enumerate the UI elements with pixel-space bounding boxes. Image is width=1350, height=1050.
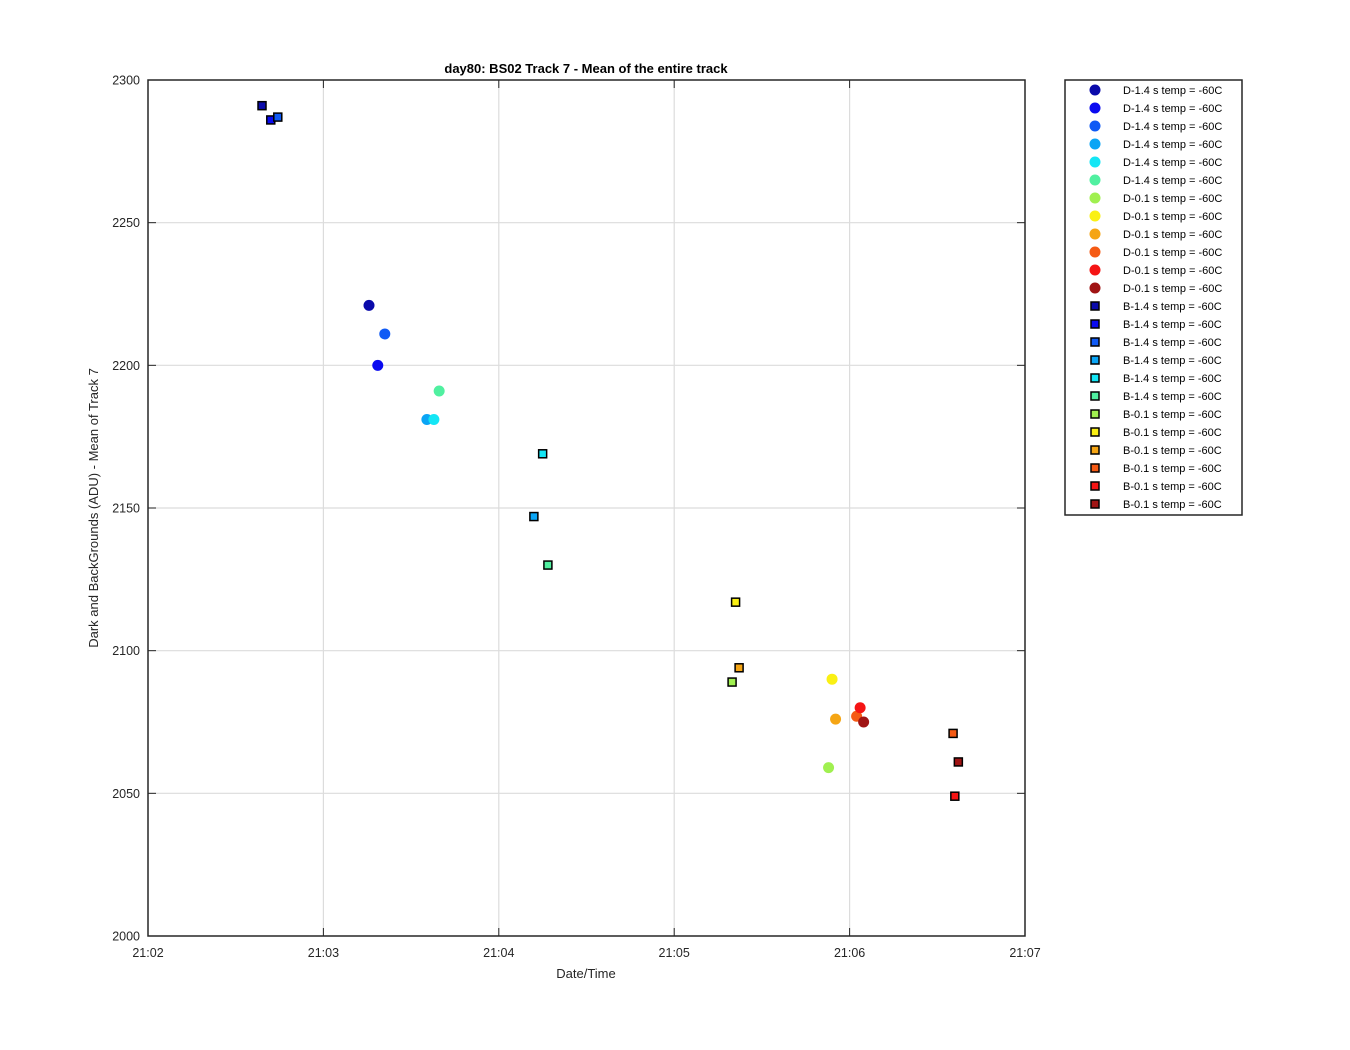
legend-marker (1089, 228, 1101, 240)
legend-label: B-1.4 s temp = -60C (1123, 391, 1222, 403)
legend-label: B-0.1 s temp = -60C (1123, 463, 1222, 475)
background-point (734, 663, 744, 673)
legend-marker (1089, 156, 1101, 168)
dark-point (854, 702, 866, 714)
legend-label: D-1.4 s temp = -60C (1123, 157, 1222, 169)
legend-marker (1090, 319, 1100, 329)
legend-label: D-1.4 s temp = -60C (1123, 121, 1222, 133)
background-point (529, 511, 539, 522)
background-point (948, 728, 958, 739)
dark-point (826, 673, 838, 685)
y-tick-label: 2050 (112, 787, 140, 801)
y-tick-label: 2150 (112, 502, 140, 516)
legend-label: B-0.1 s temp = -60C (1123, 499, 1222, 511)
legend-marker (1090, 481, 1100, 491)
legend-label: D-1.4 s temp = -60C (1123, 85, 1222, 97)
legend-marker (1089, 138, 1101, 150)
chart-title: day80: BS02 Track 7 - Mean of the entire… (444, 61, 728, 76)
axis-ticks: 21:02 21:03 21:04 21:05 21:06 21:07 2000 2050 21… (112, 74, 1041, 961)
dark-point (433, 385, 445, 397)
background-point (953, 757, 964, 767)
legend-marker (1090, 427, 1100, 437)
legend-marker (1089, 174, 1101, 186)
legend-marker (1089, 246, 1101, 258)
dark-point (372, 359, 384, 371)
x-tick-label: 21:03 (308, 946, 339, 960)
background-point (537, 449, 548, 459)
legend-marker (1090, 301, 1100, 311)
background-point (257, 100, 267, 111)
background-point (950, 791, 960, 801)
dark-point (823, 762, 835, 774)
legend-marker (1090, 499, 1100, 509)
legend-label: D-1.4 s temp = -60C (1123, 139, 1222, 151)
legend-label: D-0.1 s temp = -60C (1123, 211, 1222, 223)
data-marks (257, 100, 964, 801)
legend-marker (1089, 264, 1101, 276)
background-point (273, 112, 283, 122)
y-tick-label: 2100 (112, 644, 140, 658)
legend-marker (1090, 463, 1100, 473)
legend-label: B-0.1 s temp = -60C (1123, 409, 1222, 421)
x-axis-label: Date/Time (556, 966, 615, 981)
background-point (543, 560, 553, 570)
legend-label: D-0.1 s temp = -60C (1123, 247, 1222, 259)
legend-label: B-1.4 s temp = -60C (1123, 301, 1222, 313)
background-point (730, 597, 741, 607)
x-tick-label: 21:02 (132, 946, 163, 960)
legend-marker (1089, 102, 1101, 114)
legend-marker (1090, 337, 1100, 347)
y-tick-label: 2000 (112, 930, 140, 944)
legend: D-1.4 s temp = -60C D-1.4 s temp = -60C D-… (1064, 79, 1243, 516)
x-tick-label: 21:05 (659, 946, 690, 960)
legend-label: B-1.4 s temp = -60C (1123, 373, 1222, 385)
legend-marker (1089, 120, 1101, 132)
legend-marker (1090, 391, 1100, 401)
legend-marker (1090, 409, 1100, 419)
y-tick-label: 2300 (112, 74, 140, 88)
dark-point (379, 328, 391, 340)
legend-label: D-0.1 s temp = -60C (1123, 283, 1222, 295)
y-tick-label: 2200 (112, 359, 140, 373)
x-tick-label: 21:06 (834, 946, 865, 960)
legend-label: B-0.1 s temp = -60C (1123, 481, 1222, 493)
grid-lines (148, 80, 1025, 936)
legend-marker (1090, 355, 1100, 365)
legend-label: D-1.4 s temp = -60C (1123, 175, 1222, 187)
dark-point (830, 713, 842, 725)
dark-point (428, 414, 440, 426)
legend-label: B-1.4 s temp = -60C (1123, 337, 1222, 349)
legend-label: D-0.1 s temp = -60C (1123, 193, 1222, 205)
y-tick-label: 2250 (112, 216, 140, 230)
background-point (727, 677, 737, 687)
legend-label: B-0.1 s temp = -60C (1123, 445, 1222, 457)
legend-marker (1089, 192, 1101, 204)
legend-marker (1090, 445, 1100, 455)
legend-marker (1089, 210, 1101, 222)
legend-marker (1090, 373, 1100, 383)
legend-label: B-1.4 s temp = -60C (1123, 355, 1222, 367)
legend-label: D-0.1 s temp = -60C (1123, 265, 1222, 277)
legend-label: D-1.4 s temp = -60C (1123, 103, 1222, 115)
legend-marker (1089, 84, 1101, 96)
y-axis-label: Dark and BackGrounds (ADU) - Mean of Tra… (86, 368, 101, 648)
legend-label: B-1.4 s temp = -60C (1123, 319, 1222, 331)
dark-point (858, 716, 870, 728)
legend-label: B-0.1 s temp = -60C (1123, 427, 1222, 439)
legend-marker (1089, 282, 1101, 294)
legend-label: D-0.1 s temp = -60C (1123, 229, 1222, 241)
x-tick-label: 21:07 (1009, 946, 1040, 960)
x-tick-label: 21:04 (483, 946, 514, 960)
legend-box (1064, 79, 1243, 516)
dark-point (363, 299, 375, 311)
